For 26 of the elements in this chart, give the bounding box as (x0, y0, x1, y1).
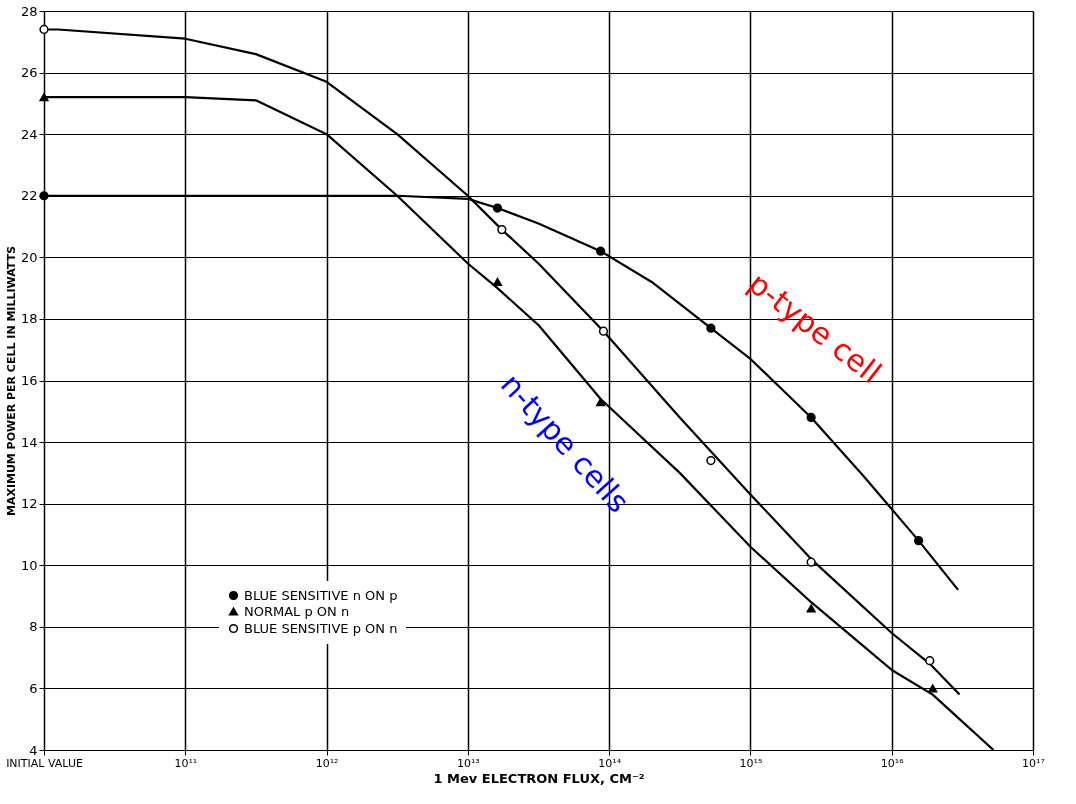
legend-label: BLUE SENSITIVE p ON n (244, 620, 398, 636)
y-tick-label: 24 (20, 126, 38, 142)
x-tick-label: 10¹¹ (174, 756, 198, 770)
x-tick-label: 10¹³ (456, 756, 480, 770)
y-tick-label: 14 (20, 434, 38, 450)
x-tick-label: INITIAL VALUE (6, 756, 83, 770)
x-tick-label: 10¹⁶ (880, 756, 905, 770)
legend-label: NORMAL p ON n (244, 603, 350, 619)
x-axis-title: 1 Mev ELECTRON FLUX, CM⁻² (433, 770, 645, 786)
y-axis-title: MAXIMUM POWER PER CELL IN MILLIWATTS (4, 245, 18, 517)
x-tick-label: 10¹⁵ (739, 756, 763, 770)
legend-label: BLUE SENSITIVE n ON p (244, 587, 398, 603)
y-tick-label: 26 (20, 65, 38, 81)
y-tick-label: 28 (20, 3, 38, 19)
y-tick-label: 12 (20, 496, 38, 512)
y-tick-label: 18 (20, 311, 38, 327)
y-tick-label: 10 (20, 557, 38, 573)
y-tick-label: 8 (29, 619, 38, 635)
x-tick-label: 10¹⁷ (1022, 756, 1045, 770)
y-tick-label: 16 (20, 373, 38, 388)
y-tick-label: 20 (20, 249, 38, 265)
y-tick-label: 22 (20, 188, 38, 204)
x-tick-label: 10¹² (315, 756, 339, 770)
x-tick-label: 10¹⁴ (598, 756, 622, 770)
y-tick-label: 6 (29, 680, 38, 696)
y-tick-label: 4 (29, 742, 38, 758)
